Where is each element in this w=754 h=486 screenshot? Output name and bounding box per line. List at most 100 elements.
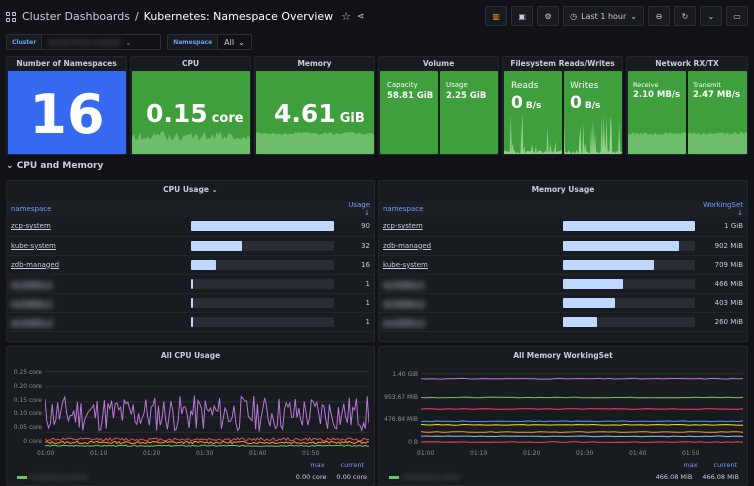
table-row[interactable]: ns-hidden-3 260 MiB	[379, 312, 747, 332]
table-row[interactable]: ns-hidden-1 1	[7, 274, 374, 294]
series-line-ns-2	[421, 423, 743, 426]
row-bar-track	[191, 297, 334, 308]
namespace-variable[interactable]: Namespace All ⌄	[167, 34, 252, 50]
table-row[interactable]: zdb-managed 16	[7, 255, 374, 275]
table-row[interactable]: ns-hidden-1 466 MiB	[379, 274, 747, 294]
legend-current-header[interactable]: current	[340, 461, 364, 469]
y-axis-tick: 0.25 core	[13, 369, 42, 376]
row-namespace[interactable]: ns-hidden-3	[379, 312, 559, 332]
reads-value: 0	[511, 93, 523, 113]
reads-unit: B/s	[525, 101, 542, 111]
table-row[interactable]: ns-hidden-2 403 MiB	[379, 293, 747, 313]
table-row[interactable]: kube-system 32	[7, 236, 374, 256]
filesystem-panel[interactable]: Filesystem Reads/Writes Reads 0 B/s Write…	[502, 56, 623, 155]
page-title: Kubernetes: Namespace Overview	[143, 10, 334, 23]
row-namespace[interactable]: zdb-managed	[7, 255, 187, 275]
table-row[interactable]: zdb-managed 902 MiB	[379, 236, 747, 256]
settings-button[interactable]: ⚙	[537, 6, 560, 26]
row-value: 32	[338, 236, 374, 256]
cpu-sparkline	[132, 131, 250, 154]
panel-title: Memory Usage	[531, 185, 595, 194]
y-axis-tick: 476.84 MiB	[384, 416, 418, 423]
table-row[interactable]: kube-system 709 MiB	[379, 255, 747, 275]
x-axis-tick: 01:10	[90, 450, 108, 457]
receive-label: Receive	[633, 81, 659, 89]
namespace-variable-value: All	[224, 37, 235, 47]
panel-title: CPU	[181, 59, 200, 68]
monitor-icon: ▭	[733, 11, 741, 21]
memory-panel[interactable]: Memory 4.61 GiB	[254, 56, 375, 155]
time-picker[interactable]: ◷ Last 1 hour ⌄	[563, 6, 644, 26]
panel-title: CPU Usage	[163, 185, 209, 194]
namespaces-panel[interactable]: Number of Namespaces 16	[6, 56, 127, 155]
x-axis-tick: 01:50	[682, 450, 700, 457]
volume-panel[interactable]: Volume Capacity 58.81 GiB Usage 2.25 GiB	[378, 56, 499, 155]
row-bar-fill	[563, 316, 597, 327]
network-panel[interactable]: Network RX/TX Receive 2.10 MB/s Transmit…	[626, 56, 748, 155]
chevron-down-icon: ⌄	[630, 11, 637, 21]
zoom-out-button[interactable]: ⊖	[648, 6, 670, 26]
x-axis-tick: 01:00	[37, 450, 55, 457]
row-namespace[interactable]: zdb-managed	[379, 236, 559, 256]
panel-title: Memory	[297, 59, 332, 68]
row-bar-track	[563, 297, 695, 308]
table-row[interactable]: ns-hidden-2 1	[7, 293, 374, 313]
row-header-cpu-memory[interactable]: ⌄ CPU and Memory	[6, 161, 103, 171]
table-row[interactable]: zcp-system 90	[7, 217, 374, 237]
chevron-down-icon: ⌄	[125, 37, 132, 47]
series-line-kube-system	[421, 408, 743, 410]
row-value: 1 GiB	[698, 217, 747, 237]
variables-bar: Cluster production-cluster ⌄ Namespace Al…	[6, 34, 252, 52]
breadcrumb-separator: /	[134, 10, 139, 23]
cpu-panel[interactable]: CPU 0.15 core	[130, 56, 251, 155]
row-value: 466 MiB	[698, 274, 747, 294]
star-icon[interactable]: ☆	[341, 10, 352, 23]
add-panel-button[interactable]: ▥	[485, 6, 508, 26]
y-axis-tick: 953.67 MiB	[384, 393, 418, 401]
refresh-interval-dropdown[interactable]: ⌄	[700, 6, 722, 26]
cpu-unit: core	[211, 111, 244, 126]
table-row[interactable]: ns-hidden-3 1	[7, 312, 374, 332]
all-cpu-usage-panel[interactable]: All CPU Usage 0.25 core 0.20 core 0.15 cor…	[6, 346, 375, 486]
memory-usage-panel[interactable]: Memory Usage namespace WorkingSet ↓ zcp-…	[378, 180, 748, 342]
legend-max-header[interactable]: max	[683, 461, 698, 469]
row-namespace[interactable]: ns-hidden-1	[7, 274, 187, 294]
time-range-label: Last 1 hour	[581, 11, 627, 21]
tv-mode-button[interactable]: ▭	[726, 6, 748, 26]
table-row[interactable]: zcp-system 1 GiB	[379, 217, 747, 237]
row-namespace[interactable]: zcp-system	[7, 217, 187, 237]
chevron-down-icon: ⌄	[707, 11, 715, 21]
cpu-usage-panel[interactable]: CPU Usage ⌄ namespace Usage ↓ zcp-system…	[6, 180, 375, 342]
row-value: 260 MiB	[698, 312, 747, 332]
legend-max-header[interactable]: max	[310, 461, 325, 469]
row-namespace[interactable]: ns-hidden-1	[379, 274, 559, 294]
namespace-variable-label: Namespace	[168, 35, 219, 49]
legend-current-header[interactable]: current	[713, 461, 737, 469]
refresh-button[interactable]: ↻	[674, 6, 696, 26]
breadcrumb-parent[interactable]: Cluster Dashboards	[22, 10, 130, 23]
legend-swatch	[389, 475, 399, 479]
writes-label: Writes	[570, 81, 599, 91]
row-value: 16	[338, 255, 374, 275]
column-header-namespace[interactable]: namespace	[7, 201, 187, 217]
column-header-usage[interactable]: Usage ↓	[338, 201, 374, 217]
share-icon[interactable]: ⋖	[357, 11, 365, 22]
row-bar-track	[563, 259, 695, 270]
all-memory-workingset-panel[interactable]: All Memory WorkingSet 1.40 GiB 953.67 MiB…	[378, 346, 748, 486]
column-header-workingset[interactable]: WorkingSet ↓	[698, 201, 747, 217]
series-line-kube-system	[45, 437, 369, 442]
legend-current-value: 466.08 MiB	[702, 473, 739, 481]
cluster-variable[interactable]: Cluster production-cluster ⌄	[6, 34, 162, 50]
row-bar-track	[563, 316, 695, 327]
row-namespace[interactable]: ns-hidden-2	[7, 293, 187, 313]
save-button[interactable]: ▣	[511, 6, 534, 26]
column-header-namespace[interactable]: namespace	[379, 201, 559, 217]
series-line-zcp-system	[421, 377, 743, 380]
row-namespace[interactable]: kube-system	[379, 255, 559, 275]
row-namespace[interactable]: ns-hidden-3	[7, 312, 187, 332]
row-bar-fill	[563, 297, 615, 308]
row-namespace[interactable]: kube-system	[7, 236, 187, 256]
row-namespace[interactable]: zcp-system	[379, 217, 559, 237]
dashboards-grid-icon[interactable]	[6, 11, 16, 22]
row-namespace[interactable]: ns-hidden-2	[379, 293, 559, 313]
